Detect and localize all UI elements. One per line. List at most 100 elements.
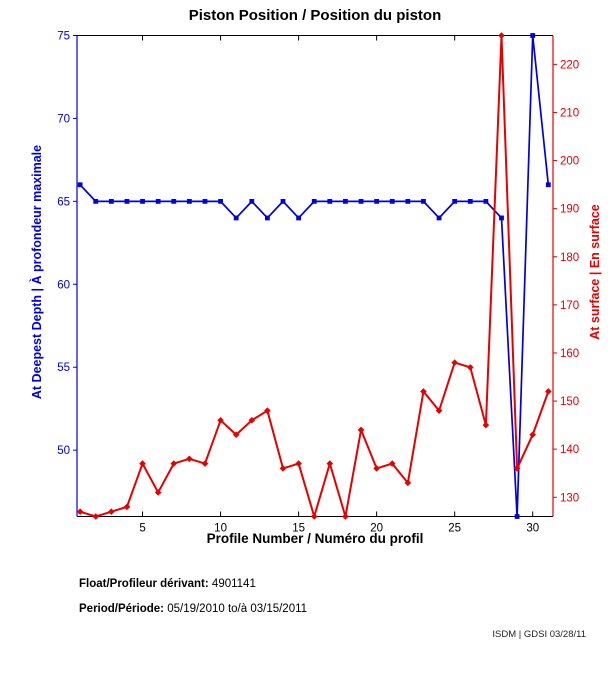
data-point-marker <box>545 388 552 395</box>
data-point-marker <box>545 182 551 188</box>
series-line <box>79 34 550 518</box>
y-right-tick-label: 180 <box>560 252 579 264</box>
data-point-marker <box>326 460 334 467</box>
data-point-marker <box>295 460 302 467</box>
data-point-marker <box>186 455 193 463</box>
data-point-marker <box>232 431 240 439</box>
data-point-marker <box>436 215 442 221</box>
data-point-marker <box>388 460 396 467</box>
y-left-tick-label: 65 <box>57 196 70 208</box>
y-axis-left-label: At Deepest Depth | À profondeur maximale <box>30 144 44 400</box>
y-axis-right-label: At surface | En surface <box>588 204 602 340</box>
data-point-marker <box>513 465 521 472</box>
data-point-marker <box>93 198 99 204</box>
data-point-marker <box>202 198 208 204</box>
data-point-marker <box>154 489 162 496</box>
isdm-watermark: ISDM | GDSI 03/28/11 <box>492 629 586 640</box>
y-right-tick-label: 200 <box>560 156 579 168</box>
data-point-marker <box>296 215 302 221</box>
data-point-marker <box>77 182 83 188</box>
x-tick-label: 30 <box>526 523 539 535</box>
data-point-marker <box>108 198 114 204</box>
data-point-marker <box>404 479 412 487</box>
data-point-marker <box>482 421 490 429</box>
data-point-marker <box>108 508 115 515</box>
data-point-marker <box>514 514 520 519</box>
y-left-tick-label: 75 <box>57 31 70 43</box>
data-point-marker <box>124 198 130 204</box>
data-point-marker <box>389 198 395 204</box>
data-point-marker <box>140 198 145 204</box>
period-label: Period/Période: <box>79 603 164 615</box>
y-right-tick-label: 190 <box>560 204 579 216</box>
y-axis-right-ticks: 130 140 150 160 170 180 190 200 210 220 <box>553 59 579 504</box>
data-point-marker <box>342 513 349 520</box>
data-point-marker <box>265 215 270 221</box>
data-point-marker <box>233 215 239 221</box>
data-point-marker <box>343 198 348 204</box>
data-point-marker <box>358 198 364 204</box>
y-right-tick-label: 140 <box>560 444 579 456</box>
data-point-marker <box>217 417 224 424</box>
data-point-marker <box>280 198 286 204</box>
data-point-marker <box>76 508 84 515</box>
float-id-value: 4901141 <box>211 578 256 590</box>
data-point-marker <box>373 465 380 472</box>
x-axis-label: Profile Number / Numéro du profil <box>206 531 424 546</box>
data-point-marker <box>435 407 443 414</box>
x-tick-label: 15 <box>292 523 305 535</box>
data-point-marker <box>498 32 505 39</box>
series-surface <box>76 32 552 520</box>
y-left-tick-label: 55 <box>57 362 70 374</box>
data-point-marker <box>466 364 474 371</box>
x-tick-label: 10 <box>214 523 227 535</box>
y-right-tick-label: 170 <box>560 300 579 312</box>
data-point-marker <box>155 198 161 204</box>
series-deepest-depth <box>77 33 551 519</box>
data-point-marker <box>327 198 333 204</box>
data-point-marker <box>467 198 473 204</box>
y-left-tick-label: 50 <box>57 445 70 457</box>
y-left-tick-label: 70 <box>57 113 70 125</box>
y-right-tick-label: 220 <box>560 59 579 71</box>
data-point-marker <box>139 460 146 467</box>
x-axis-ticks: 5 10 15 20 25 30 <box>139 35 539 535</box>
y-right-tick-label: 160 <box>560 348 579 360</box>
y-right-tick-label: 210 <box>560 107 579 119</box>
y-axis-left-ticks: 50 55 60 65 70 75 <box>57 31 77 457</box>
data-point-marker <box>186 198 192 204</box>
y-left-tick-label: 60 <box>57 279 70 291</box>
y-right-tick-label: 150 <box>560 396 579 408</box>
data-point-marker <box>310 513 318 520</box>
piston-position-chart: 5 10 15 20 25 30 50 55 60 65 70 75 130 140 150 160 170 18… <box>57 31 579 535</box>
data-point-marker <box>218 198 223 204</box>
data-point-marker <box>530 33 536 38</box>
data-point-marker <box>248 417 256 424</box>
data-point-marker <box>357 426 365 434</box>
data-point-marker <box>405 198 411 204</box>
data-point-marker <box>171 198 177 204</box>
data-point-marker <box>279 465 287 472</box>
series-line <box>79 34 550 518</box>
data-point-marker <box>264 407 271 414</box>
x-tick-label: 25 <box>448 523 461 535</box>
plot-box <box>76 35 554 517</box>
data-point-marker <box>170 460 178 467</box>
data-point-marker <box>451 359 458 366</box>
data-point-marker <box>123 503 131 511</box>
data-point-marker <box>311 198 317 204</box>
data-point-marker <box>452 198 458 204</box>
data-point-marker <box>92 513 100 520</box>
y-right-tick-label: 130 <box>560 492 579 504</box>
x-tick-label: 20 <box>370 523 383 535</box>
period-value: 05/19/2010 to/à 03/15/2011 <box>167 603 308 615</box>
data-point-marker <box>499 215 504 221</box>
chart-title: Piston Position / Position du piston <box>188 7 442 24</box>
float-id-line: Float/Profileur dérivant: 4901141 <box>79 578 256 590</box>
data-point-marker <box>420 388 427 395</box>
data-point-marker <box>483 198 489 204</box>
data-point-marker <box>201 460 209 467</box>
x-tick-label: 5 <box>139 523 145 535</box>
data-point-marker <box>374 198 380 204</box>
